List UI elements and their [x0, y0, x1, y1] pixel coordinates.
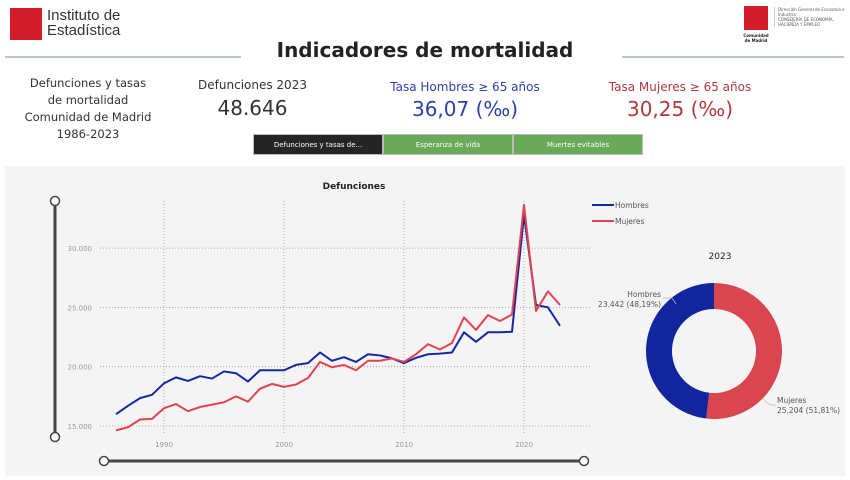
tab-muertes-evitables[interactable]: Muertes evitables — [513, 134, 643, 155]
kpi-value: 30,25 (‰) — [626, 97, 734, 121]
ie-logo-text: Instituto de Estadística — [47, 8, 120, 38]
x-slider-handle-right[interactable] — [578, 455, 590, 467]
legend: Hombres Mujeres — [592, 201, 649, 226]
series-line-hombres[interactable] — [115, 213, 561, 415]
logo-line: CONSEJERÍA DE ECONOMÍA, HACIENDA Y EMPLE… — [778, 17, 834, 27]
y-slider-handle-top[interactable] — [49, 195, 61, 207]
kpi-value: 36,07 (‰) — [411, 97, 519, 121]
donut-slice-hombres[interactable] — [645, 283, 714, 419]
description-line: Defunciones y tasas — [29, 76, 147, 90]
kpi-label: Defunciones 2023 — [198, 78, 307, 92]
logo-line: Estadística — [47, 22, 121, 39]
consejeria-text: Dirección General de Economía e Industri… — [774, 7, 850, 27]
leader-line-mujeres — [762, 398, 776, 406]
series-lines — [115, 203, 561, 432]
y-tick-label: 25.000 — [68, 304, 93, 312]
y-tick-label: 15.000 — [68, 423, 93, 431]
description-line: Comunidad de Madrid — [24, 110, 152, 124]
page-title: Indicadores de mortalidad — [276, 38, 574, 62]
ie-logo-mark — [10, 8, 42, 40]
logo-line: Dirección General de Economía e Industri… — [778, 7, 845, 17]
kpi-tasa-hombres: Tasa Hombres ≥ 65 años 36,07 (‰) — [385, 80, 545, 121]
description-line: de mortalidad — [47, 93, 129, 107]
x-tick-label: 1990 — [155, 441, 173, 449]
x-tick-label: 2010 — [395, 441, 413, 449]
grid — [100, 201, 590, 433]
legend-label-mujeres[interactable]: Mujeres — [615, 217, 644, 226]
chart-panel — [5, 166, 845, 476]
donut-label-hombres-value: 23.442 (48,19%) — [598, 300, 661, 309]
logo-line: Instituto de — [47, 7, 121, 24]
kpi-defunciones: Defunciones 2023 48.646 — [190, 78, 315, 120]
legend-label-hombres[interactable]: Hombres — [615, 201, 649, 210]
donut-title: 2023 — [709, 252, 732, 262]
y-slider-handle-bottom[interactable] — [49, 431, 61, 443]
kpi-label: Tasa Mujeres ≥ 65 años — [608, 80, 752, 94]
y-tick-label: 20.000 — [68, 364, 93, 372]
x-tick-label: 2000 — [275, 441, 293, 449]
tab-esperanza-de-vida[interactable]: Esperanza de vida — [383, 134, 513, 155]
divider-left — [5, 56, 241, 58]
tab-defunciones[interactable]: Defunciones y tasas de... — [253, 134, 383, 155]
kpi-tasa-mujeres: Tasa Mujeres ≥ 65 años 30,25 (‰) — [600, 80, 760, 121]
y-tick-label: 30.000 — [68, 245, 93, 253]
donut-label-hombres-name: Hombres — [627, 290, 661, 299]
description-line: 1986-2023 — [56, 127, 120, 141]
report-description: Defunciones y tasas de mortalidad Comuni… — [18, 75, 158, 143]
donut-slice-mujeres[interactable] — [706, 283, 782, 419]
kpi-label: Tasa Hombres ≥ 65 años — [390, 80, 540, 94]
kpi-value: 48.646 — [217, 96, 288, 120]
line-chart-title: Defunciones — [323, 182, 386, 192]
x-tick-label: 2020 — [515, 441, 533, 449]
divider-right — [622, 56, 844, 58]
comunidad-madrid-logo — [744, 6, 768, 30]
donut-label-mujeres-name: Mujeres — [777, 396, 806, 405]
leader-line-hombres — [663, 297, 677, 305]
donut-label-mujeres-value: 25.204 (51,81%) — [777, 406, 840, 415]
comunidad-madrid-label: Comunidad de Madrid — [743, 33, 769, 43]
x-slider-handle-left[interactable] — [98, 455, 110, 467]
axis-ticks: 15.000 20.000 25.000 30.000 1990 2000 2010 2020 — [68, 245, 533, 449]
series-line-mujeres[interactable] — [115, 203, 561, 432]
